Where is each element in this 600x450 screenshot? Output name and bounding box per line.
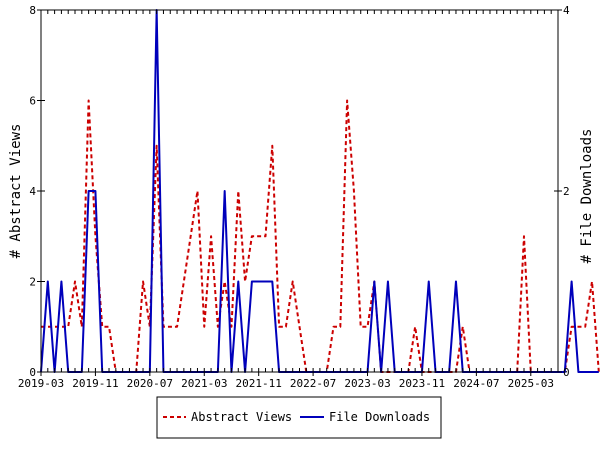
- y-left-tick-label: 8: [29, 4, 36, 17]
- x-tick-label: 2024-07: [453, 377, 499, 390]
- y-left-tick-label: 6: [29, 95, 36, 108]
- plot-frame: [40, 9, 559, 373]
- legend: Abstract Views File Downloads: [156, 396, 442, 439]
- x-tick-label: 2023-03: [344, 377, 390, 390]
- legend-label-file-downloads: File Downloads: [329, 410, 430, 424]
- series-layer: [40, 9, 600, 373]
- x-tick-label: 2021-03: [181, 377, 227, 390]
- x-tick-label: 2025-03: [508, 377, 554, 390]
- axes-layer: 2019-03 2019-11 2020-07 2021-03 2021-11 2022-…: [18, 4, 570, 390]
- y-axis-left-title: # Abstract Views: [8, 124, 24, 259]
- y-left-tick-label: 0: [29, 366, 36, 379]
- x-tick-label: 2019-11: [72, 377, 118, 390]
- y-left-tick-label: 4: [29, 185, 36, 198]
- y-axis-right-title: # File Downloads: [579, 129, 595, 264]
- y-right-tick-label: 2: [563, 185, 570, 198]
- series-line-file-downloads: [40, 9, 599, 373]
- y-right-tick-label: 0: [563, 366, 570, 379]
- y-right-tick-label: 4: [563, 4, 570, 17]
- x-tick-label: 2023-11: [399, 377, 445, 390]
- x-tick-label: 2020-07: [127, 377, 173, 390]
- y-left-tick-label: 2: [29, 276, 36, 289]
- x-tick-label: 2019-03: [18, 377, 64, 390]
- series-line-abstract-views: [41, 99, 600, 373]
- legend-label-abstract-views: Abstract Views: [191, 410, 292, 424]
- x-tick-label: 2022-07: [290, 377, 336, 390]
- x-tick-label: 2021-11: [236, 377, 282, 390]
- legend-box: [156, 396, 442, 439]
